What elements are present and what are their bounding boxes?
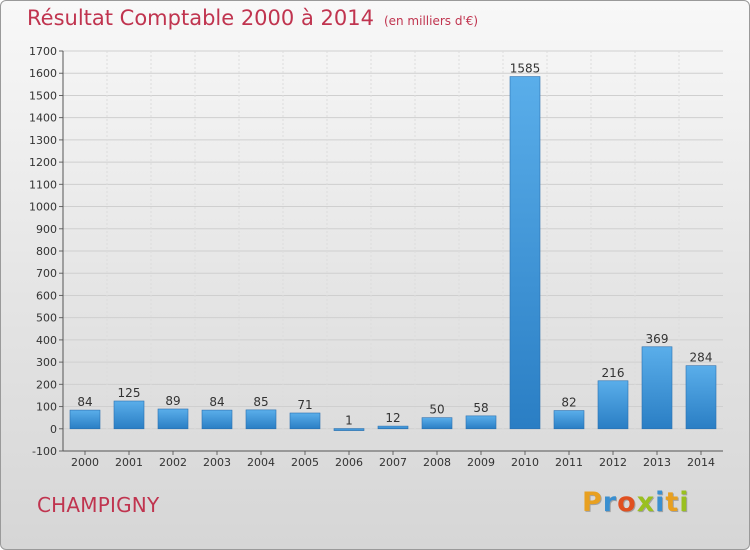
x-tick-label: 2002 [159,456,187,469]
value-label: 216 [602,366,625,380]
bar-2007[interactable] [377,425,409,430]
x-tick-label: 2009 [467,456,495,469]
x-tick-label: 2005 [291,456,319,469]
bar-2006[interactable] [333,428,365,431]
value-label: 84 [77,395,92,409]
value-label: 1 [345,414,353,428]
logo-letter: P [582,487,603,518]
value-label: 1585 [510,62,541,76]
value-label: 369 [646,332,669,346]
bar-2010[interactable] [509,76,541,430]
y-tick-label: 0 [50,423,57,436]
bar-2002[interactable] [157,408,189,430]
x-tick-label: 2000 [71,456,99,469]
y-tick-label: -100 [32,445,57,458]
x-tick-label: 2010 [511,456,539,469]
axes: -100 0 100 200 300 400 500 600 700 800 900 1000 1100… [29,45,723,469]
y-tick-label: 1300 [29,134,57,147]
bar-2011[interactable] [553,410,585,430]
bar-2001[interactable] [113,400,145,430]
y-tick-label: 500 [36,312,57,325]
y-tick-label: 1700 [29,45,57,58]
y-tick-label: 1500 [29,89,57,102]
logo-letter: i [679,487,690,518]
city-name: CHAMPIGNY [37,493,160,517]
x-tick-label: 2012 [599,456,627,469]
value-label: 125 [118,386,141,400]
x-tick-label: 2004 [247,456,275,469]
title-subtitle: (en milliers d'€) [383,14,479,28]
bar-2012[interactable] [597,380,629,430]
y-tick-label: 900 [36,223,57,236]
bar-2000[interactable] [69,409,101,430]
value-label: 89 [165,394,180,408]
logo-letter: o [617,487,637,518]
bar-2014[interactable] [685,365,717,430]
x-tick-label: 2001 [115,456,143,469]
value-label: 84 [209,395,224,409]
logo-letter: i [655,487,666,518]
bar-2008[interactable] [421,417,453,430]
bar-2013[interactable] [641,346,673,430]
value-label: 12 [385,411,400,425]
x-tick-label: 2003 [203,456,231,469]
y-tick-label: 1600 [29,67,57,80]
title-text: Résultat Comptable 2000 à 2014 [27,6,374,30]
logo-letter: x [636,487,656,518]
bar-2004[interactable] [245,409,277,430]
x-tick-label: 2014 [687,456,715,469]
value-label: 58 [473,401,488,415]
logo-letter: r [602,487,618,518]
y-tick-label: 100 [36,401,57,414]
y-tick-label: 200 [36,378,57,391]
y-tick-label: 1400 [29,112,57,125]
x-tick-label: 2013 [643,456,671,469]
y-tick-label: 1000 [29,201,57,214]
value-label: 82 [561,396,576,410]
y-tick-label: 300 [36,356,57,369]
bars: 84 125 89 84 85 71 1 12 50 58 1585 82 216 369 284 [69,62,717,431]
x-tick-label: 2006 [335,456,363,469]
x-tick-label: 2008 [423,456,451,469]
value-label: 284 [690,351,713,365]
chart-title: Résultat Comptable 2000 à 2014 (en millie… [27,6,478,30]
value-label: 71 [297,398,312,412]
value-label: 85 [253,395,268,409]
value-label: 50 [429,403,444,417]
proxiti-logo[interactable]: Proxiti [582,487,690,518]
bar-2009[interactable] [465,415,497,430]
y-tick-label: 800 [36,245,57,258]
y-tick-label: 1100 [29,178,57,191]
bar-2005[interactable] [289,412,321,430]
x-tick-label: 2011 [555,456,583,469]
y-tick-label: 400 [36,334,57,347]
y-tick-label: 1200 [29,156,57,169]
bar-2003[interactable] [201,409,233,430]
y-tick-label: 600 [36,289,57,302]
logo-letter: t [665,487,680,518]
x-tick-label: 2007 [379,456,407,469]
y-tick-label: 700 [36,267,57,280]
